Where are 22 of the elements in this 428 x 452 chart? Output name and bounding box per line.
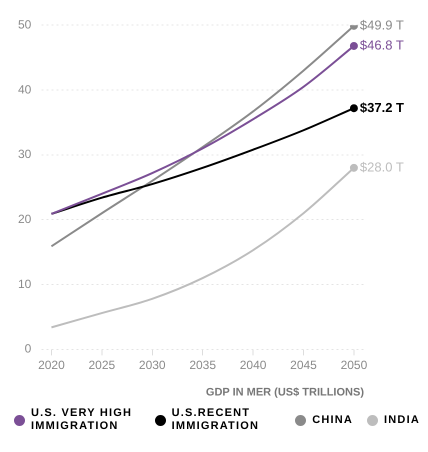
legend-label: CHINA [312, 414, 354, 426]
legend-label: U.S.RECENT IMMIGRATION [172, 407, 260, 433]
y-tick-label: 40 [18, 82, 32, 96]
y-tick-label: 20 [18, 212, 32, 226]
data-label: $28.0 T [360, 159, 404, 174]
x-tick-label: 2030 [138, 358, 166, 372]
data-label: $37.2 T [360, 100, 404, 115]
x-tick-label: 2020 [38, 358, 66, 372]
x-tick-label: 2040 [240, 358, 267, 372]
y-tick-label: 30 [18, 147, 32, 162]
y-tick-label: 0 [24, 342, 32, 356]
legend-label: U.S. VERY HIGH IMMIGRATION [31, 407, 134, 433]
x-tick-label: 2045 [290, 358, 318, 372]
x-axis-title: GDP IN MER (US$ TRILLIONS) [206, 386, 364, 398]
data-label: $49.9 T [360, 17, 404, 32]
y-tick-label: 10 [18, 276, 32, 291]
legend-label: INDIA [384, 414, 420, 426]
data-label: $46.8 T [360, 38, 404, 53]
x-tick-label: 2035 [189, 358, 216, 372]
y-tick-label: 50 [18, 18, 32, 32]
x-tick-label: 2025 [88, 358, 116, 372]
x-tick-label: 2050 [340, 358, 368, 372]
